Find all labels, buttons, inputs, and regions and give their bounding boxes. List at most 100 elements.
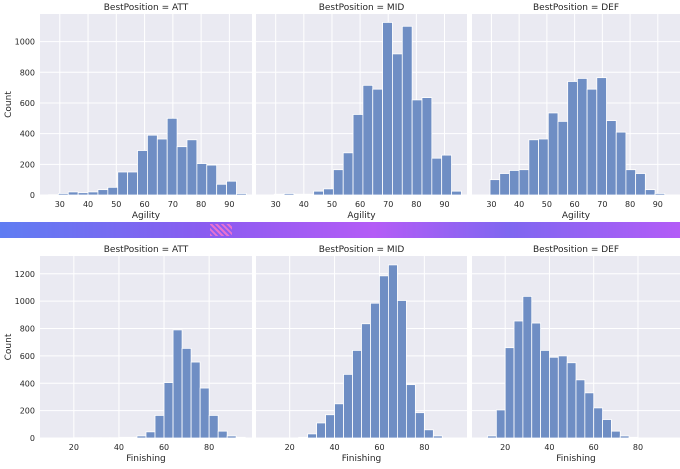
x-tick-label: 60 [589,443,599,452]
histogram-bar [529,140,539,195]
histogram-bar [191,362,200,438]
x-tick-label: 30 [486,200,496,209]
histogram-bar [173,330,182,438]
histogram-bar [118,172,128,195]
y-tick-label: 800 [20,325,35,334]
histogram-bar [568,81,578,195]
y-tick-label: 1000 [15,297,35,306]
histogram-bar [532,323,541,438]
x-tick-label: 70 [383,200,393,209]
histogram-bar [415,413,424,438]
y-tick-label: 600 [20,99,35,108]
x-tick-label: 60 [570,200,580,209]
histogram-bar [406,385,415,438]
histogram-bar [620,436,629,438]
histogram-bar [217,184,227,195]
histogram-bar [567,363,576,438]
histogram-bar [182,348,191,438]
x-tick-label: 70 [597,200,607,209]
x-tick-label: 20 [69,443,79,452]
y-tick-label: 0 [30,434,35,443]
histogram-bar [616,132,626,195]
x-tick-label: 30 [271,200,281,209]
x-axis-label: Agility [132,211,161,221]
histogram-bar [304,194,314,195]
histogram-bar [611,431,620,438]
histogram-bar [58,193,68,195]
histogram-bar [317,423,326,438]
histogram-bar [577,78,587,195]
histogram-bar [587,89,597,195]
histogram-bar [147,135,157,195]
histogram-bar [353,114,363,195]
histogram-bar [655,193,665,195]
histogram-bar [509,170,519,195]
histogram-bar [299,437,308,438]
histogram-bar [294,194,304,195]
histogram-bar [594,408,603,438]
histogram-bar [119,437,128,438]
y-tick-label: 400 [20,379,35,388]
histogram-bar [138,151,148,195]
histogram-bar [397,300,406,438]
x-tick-label: 60 [374,443,384,452]
histogram-bar [442,155,452,195]
histogram-bar [187,140,197,195]
x-tick-label: 80 [625,200,635,209]
x-tick-label: 40 [544,443,554,452]
x-axis-label: Finishing [126,454,166,464]
x-tick-label: 80 [419,443,429,452]
x-tick-label: 60 [159,443,169,452]
histogram-bar [505,348,514,438]
histogram-bar [370,303,379,438]
histogram-bar [629,437,638,438]
histogram-bar [308,434,317,438]
x-tick-label: 80 [204,443,214,452]
x-tick-label: 20 [500,443,510,452]
histogram-bar [200,388,209,438]
histogram-bar [137,436,146,438]
histogram-bar [218,431,227,438]
histogram-bar [274,194,284,195]
histogram-bar [496,410,505,438]
histogram-bar [558,356,567,438]
histogram-bar [523,296,532,438]
x-axis-label: Agility [347,211,376,221]
histogram-bar [433,436,442,438]
histogram-bar [207,165,217,195]
x-axis-label: Finishing [342,454,382,464]
histogram-bar [157,139,167,195]
panel-title: BestPosition = ATT [104,245,189,255]
histogram-bar [335,404,344,438]
x-tick-label: 20 [285,443,295,452]
histogram-bar [548,113,558,195]
separator-streak [210,224,232,236]
x-tick-label: 40 [514,200,524,209]
histogram-bar [128,437,137,438]
histogram-bar [645,190,655,195]
histogram-bar [146,432,155,438]
y-tick-label: 1000 [15,38,35,47]
panel-title: BestPosition = ATT [104,3,189,13]
histogram-bar [514,321,523,438]
histogram-bar [392,54,402,195]
y-tick-label: 400 [20,130,35,139]
panel-title: BestPosition = DEF [533,245,619,255]
histogram-bar [236,437,245,438]
y-tick-label: 600 [20,352,35,361]
histogram-bar [108,187,118,195]
x-tick-label: 90 [224,200,234,209]
histogram-bar [236,193,246,195]
histogram-bar [424,430,433,438]
histogram-bar [362,324,371,438]
histogram-bar [333,170,343,195]
histogram-bar [284,193,294,195]
histogram-bar [227,181,237,195]
histogram-bar [603,420,612,438]
histogram-bar [155,415,164,438]
x-axis-label: Agility [562,211,591,221]
panel-title: BestPosition = MID [319,3,405,13]
histogram-bar [164,383,173,438]
